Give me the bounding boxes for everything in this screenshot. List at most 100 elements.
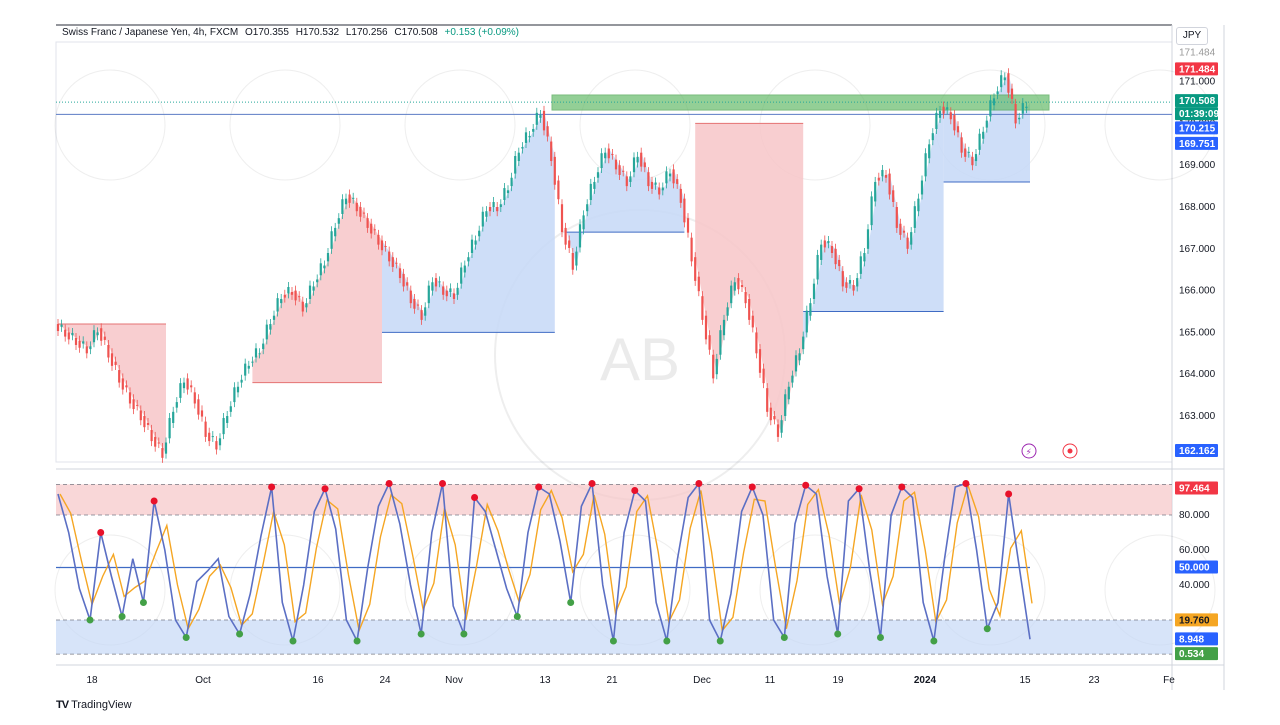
change-value: +0.153 (+0.09%) xyxy=(444,27,520,38)
candle xyxy=(953,115,956,131)
candle xyxy=(928,144,931,159)
stoch-low-marker xyxy=(139,599,147,606)
price-label-blue1: 170.215 xyxy=(1179,123,1216,134)
price-label-red: 171.484 xyxy=(1179,64,1216,75)
price-label-bottom: 162.162 xyxy=(1179,446,1216,457)
price-label-ghost: 171.484 xyxy=(1179,47,1216,58)
stoch-low-marker xyxy=(567,599,575,606)
candle xyxy=(190,385,193,388)
stoch-low-marker xyxy=(513,613,521,620)
stoch-high-marker xyxy=(1005,490,1013,498)
candle xyxy=(1021,103,1024,114)
candle xyxy=(1025,106,1028,109)
candle xyxy=(935,112,938,129)
candle xyxy=(377,234,380,245)
candle xyxy=(445,290,448,297)
candle xyxy=(182,382,186,389)
candle xyxy=(650,181,654,189)
candle xyxy=(866,229,870,249)
candle xyxy=(517,152,520,162)
stoch-low-marker xyxy=(780,634,788,641)
candle xyxy=(272,315,276,320)
osc-label-blue2-bg xyxy=(1175,632,1218,646)
candle xyxy=(402,273,405,287)
candle xyxy=(341,199,344,214)
candle xyxy=(157,442,160,444)
candle xyxy=(103,336,106,340)
candle xyxy=(791,375,794,383)
candle xyxy=(622,170,625,172)
candle xyxy=(197,399,200,415)
candle xyxy=(748,298,751,320)
candle xyxy=(967,151,970,153)
candle xyxy=(211,436,214,438)
trend-fill-red xyxy=(252,194,382,383)
price-label-blue2-bg xyxy=(1175,136,1218,150)
candle xyxy=(442,286,445,295)
candle xyxy=(168,417,171,439)
candle xyxy=(373,229,376,231)
candle xyxy=(877,177,880,181)
candle xyxy=(942,106,945,114)
candle xyxy=(265,324,268,340)
candle xyxy=(816,254,819,280)
candle xyxy=(946,107,949,110)
candle xyxy=(82,341,85,344)
candle xyxy=(539,115,542,118)
candle xyxy=(416,304,420,306)
stoch-low-marker xyxy=(182,634,190,641)
candle xyxy=(863,253,866,262)
tradingview-logo[interactable]: TV TradingView xyxy=(56,699,132,711)
time-tick-label: 11 xyxy=(765,675,776,686)
candle xyxy=(920,180,924,195)
candle xyxy=(575,251,578,266)
symbol-header: Swiss Franc / Japanese Yen, 4h, FXCM O17… xyxy=(62,27,523,38)
candle xyxy=(892,190,895,203)
candle xyxy=(110,353,114,366)
candle xyxy=(100,328,103,341)
candle xyxy=(107,344,110,358)
candle xyxy=(280,298,283,304)
candle xyxy=(1010,88,1014,99)
candle xyxy=(287,286,290,294)
candle xyxy=(712,354,715,379)
candle xyxy=(452,293,456,299)
candle xyxy=(244,363,247,376)
candle xyxy=(1018,117,1021,120)
candle xyxy=(427,285,430,304)
stoch-high-marker xyxy=(695,480,703,487)
candle xyxy=(830,246,834,253)
candle xyxy=(233,387,236,403)
candle xyxy=(802,336,805,350)
candle xyxy=(1007,73,1010,93)
candle xyxy=(92,330,96,343)
candle xyxy=(838,259,841,267)
candle xyxy=(413,298,416,309)
candle xyxy=(827,241,830,244)
price-tick-label: 169.000 xyxy=(1179,160,1216,171)
candle xyxy=(812,283,816,299)
candle xyxy=(560,204,564,233)
candle xyxy=(913,206,916,228)
time-tick-label: Oct xyxy=(195,675,211,686)
candle xyxy=(240,379,243,383)
candle xyxy=(679,188,682,203)
candle xyxy=(488,207,492,212)
candle xyxy=(370,223,373,234)
candle xyxy=(334,227,337,237)
candle xyxy=(762,368,765,384)
currency-button[interactable]: JPY xyxy=(1176,27,1208,45)
candle xyxy=(647,172,650,187)
candle xyxy=(366,218,369,228)
candle xyxy=(982,131,985,139)
candle xyxy=(611,154,614,156)
price-tick-label: 166.000 xyxy=(1179,286,1216,297)
symbol-name: Swiss Franc / Japanese Yen, 4h, FXCM xyxy=(62,27,239,38)
candle xyxy=(823,240,826,248)
candle xyxy=(229,406,232,412)
watermark-emblem xyxy=(404,69,516,181)
stoch-high-marker xyxy=(802,481,810,489)
candle xyxy=(820,244,823,260)
stoch-low-marker xyxy=(417,630,425,638)
